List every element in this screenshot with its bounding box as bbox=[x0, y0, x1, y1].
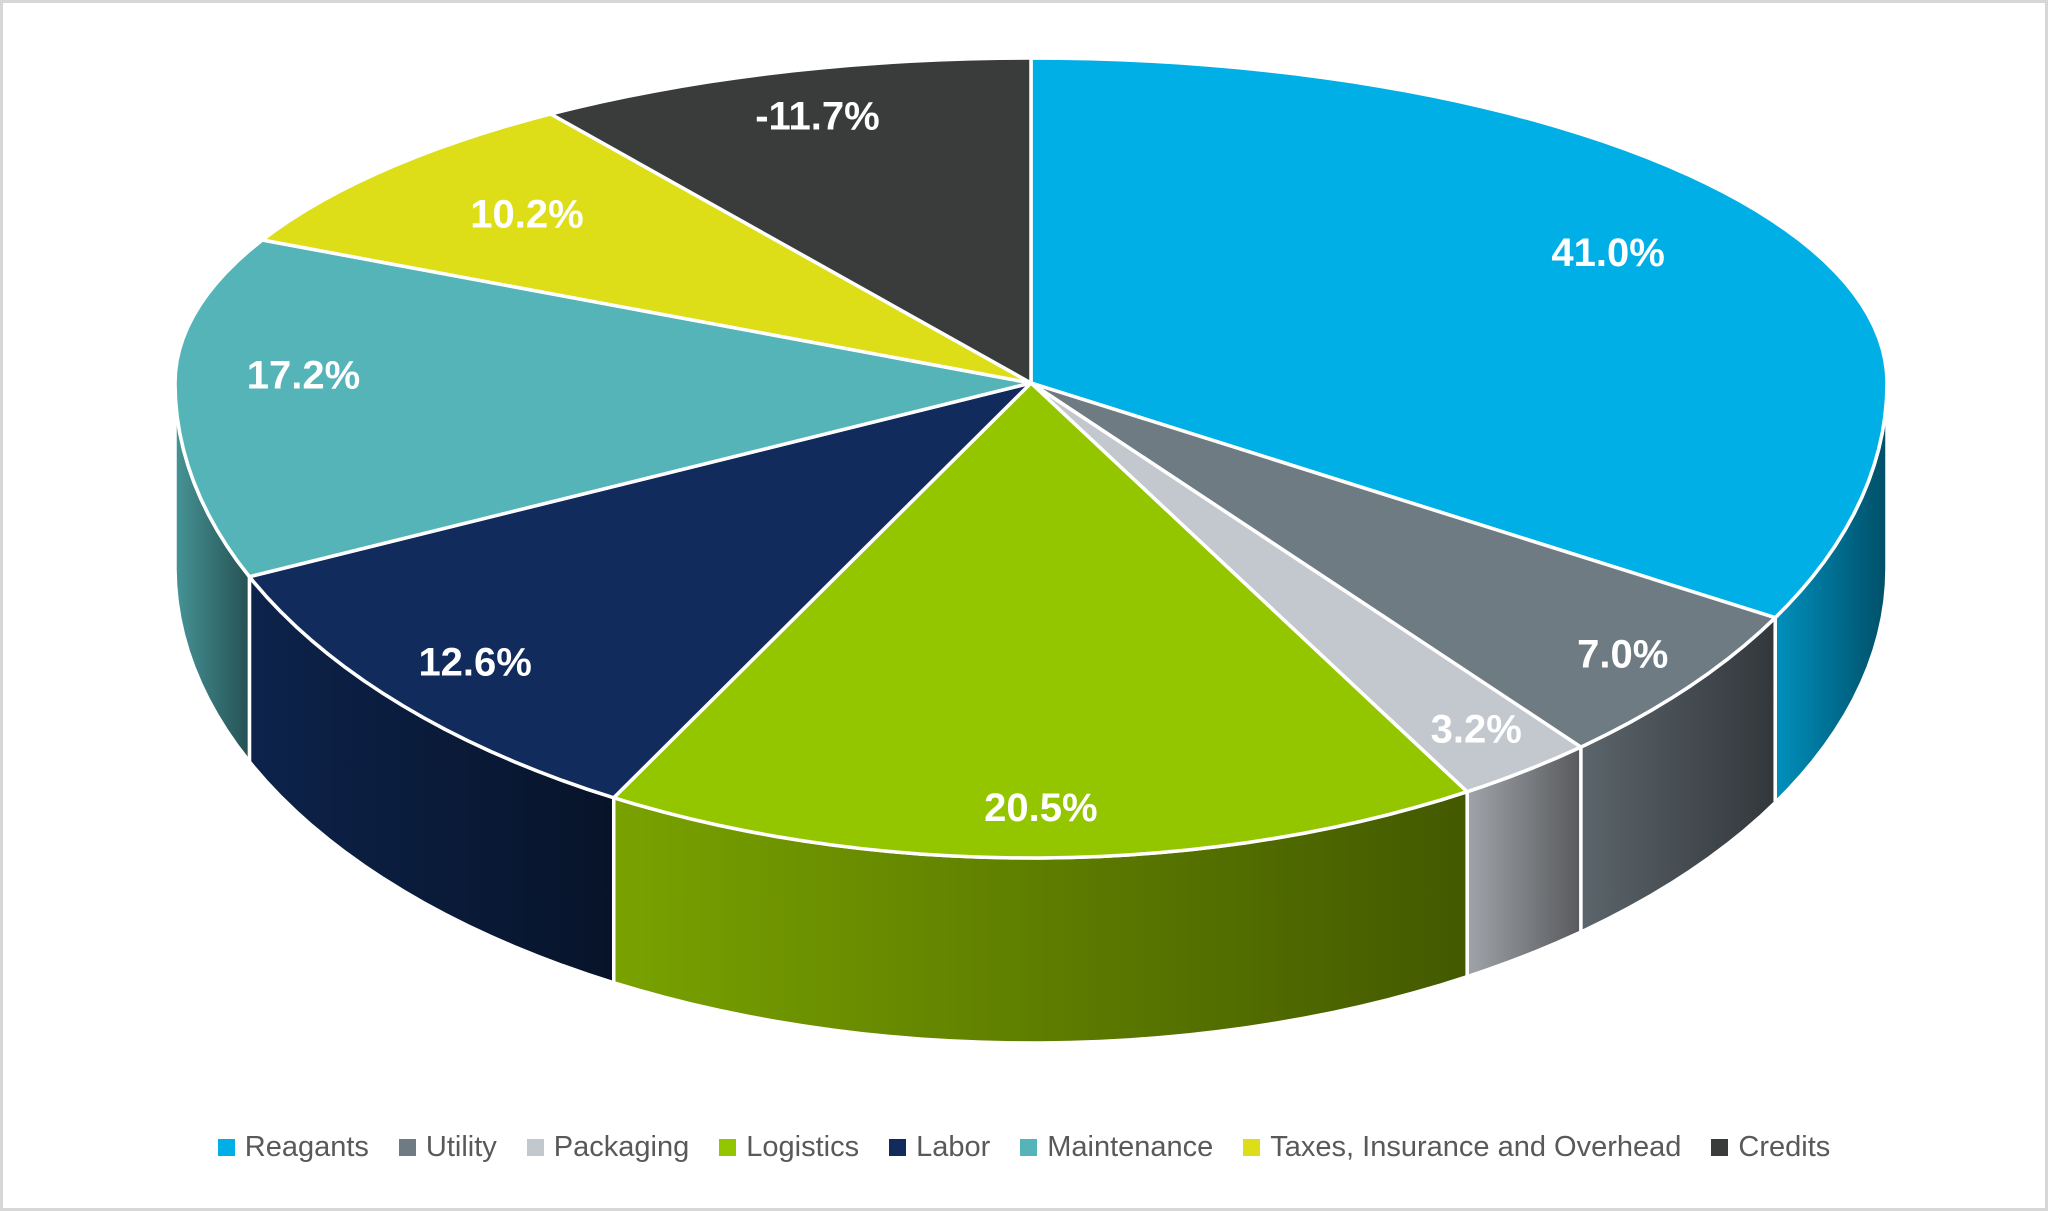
slice-label-maintenance: 17.2% bbox=[247, 354, 360, 398]
slice-label-taxes-insurance-and-overhead: 10.2% bbox=[470, 192, 583, 236]
legend-item-logistics[interactable]: Logistics bbox=[719, 1131, 859, 1164]
pie-slice-utility[interactable] bbox=[1029, 381, 1777, 749]
legend-swatch-icon bbox=[526, 1139, 544, 1156]
legend-label: Utility bbox=[425, 1131, 497, 1163]
legend-swatch-icon bbox=[398, 1139, 416, 1156]
slice-label-credits: -11.7% bbox=[755, 94, 880, 138]
legend-item-maintenance[interactable]: Maintenance bbox=[1020, 1131, 1213, 1164]
legend-swatch-icon bbox=[889, 1139, 907, 1156]
legend-swatch-icon bbox=[1711, 1139, 1729, 1156]
chart-legend: Reagants Utility Packaging Logistics Labor Ma… bbox=[3, 1131, 2045, 1164]
pie-slice-packaging[interactable] bbox=[1029, 381, 1583, 794]
pie-slice-reagants[interactable] bbox=[1029, 56, 1889, 620]
legend-label: Credits bbox=[1738, 1131, 1831, 1163]
legend-label: Reagants bbox=[244, 1131, 369, 1163]
pie-slice-maintenance[interactable] bbox=[173, 238, 1033, 579]
legend-item-utility[interactable]: Utility bbox=[398, 1131, 497, 1164]
legend-item-reagants[interactable]: Reagants bbox=[217, 1131, 369, 1164]
legend-item-taxes-insurance-and-overhead[interactable]: Taxes, Insurance and Overhead bbox=[1243, 1131, 1681, 1164]
legend-label: Logistics bbox=[746, 1131, 860, 1163]
pie-slice-labor[interactable] bbox=[247, 381, 1033, 800]
legend-item-credits[interactable]: Credits bbox=[1711, 1131, 1830, 1164]
slice-label-packaging: 3.2% bbox=[1431, 707, 1522, 751]
legend-item-labor[interactable]: Labor bbox=[889, 1131, 990, 1164]
legend-swatch-icon bbox=[217, 1139, 235, 1156]
legend-item-packaging[interactable]: Packaging bbox=[526, 1131, 690, 1164]
slice-label-reagants: 41.0% bbox=[1551, 231, 1664, 275]
legend-label: Packaging bbox=[553, 1131, 690, 1163]
slice-label-labor: 12.6% bbox=[418, 641, 531, 685]
legend-label: Labor bbox=[916, 1131, 991, 1163]
legend-swatch-icon bbox=[1020, 1139, 1038, 1156]
legend-label: Maintenance bbox=[1047, 1131, 1214, 1163]
pie-slice-credits[interactable] bbox=[548, 56, 1033, 385]
slice-label-logistics: 20.5% bbox=[984, 786, 1097, 830]
pie-slice-logistics[interactable] bbox=[611, 381, 1469, 860]
legend-label: Taxes, Insurance and Overhead bbox=[1270, 1131, 1682, 1163]
pie-slice-taxes-insurance-and-overhead[interactable] bbox=[260, 112, 1033, 385]
legend-swatch-icon bbox=[719, 1139, 737, 1156]
slice-label-utility: 7.0% bbox=[1577, 632, 1668, 676]
pie-chart-3d: 41.0% 7.0% 3.2% 20.5% 12.6% 17.2% 10.2% -11.7% bbox=[173, 56, 1889, 1045]
legend-swatch-icon bbox=[1243, 1139, 1261, 1156]
